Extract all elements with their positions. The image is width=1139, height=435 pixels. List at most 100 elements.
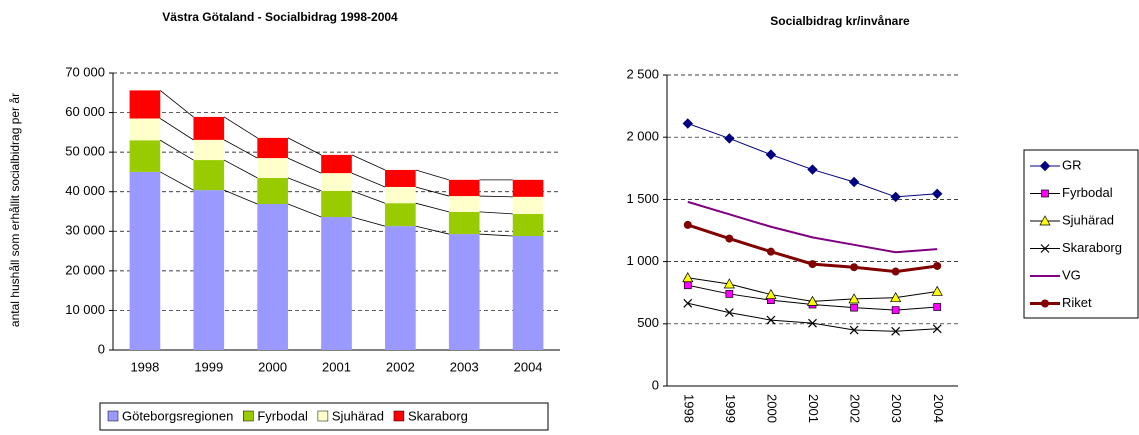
point [890,191,901,203]
y-tick-label: 40 000 [65,183,105,198]
point [723,278,735,289]
series-line [287,157,322,174]
x-tick-label: 2001 [806,394,821,423]
x-tick-label: 1999 [723,394,738,423]
point [724,308,734,318]
series-line [351,154,386,171]
bar-segment [321,154,352,174]
y-tick-label: 20 000 [65,262,105,277]
y-tick-label: 30 000 [65,223,105,238]
bar-segment [448,234,480,350]
series-line [479,233,513,237]
x-tick-label: 2003 [889,394,904,423]
point [725,290,734,298]
y-tick-label: 0 [652,377,659,392]
bar-segment [257,137,288,159]
point [891,267,900,276]
point [724,133,735,144]
legend-marker [1039,160,1051,172]
bar-segment [385,203,416,227]
chart-title: Västra Götaland - Socialbidrag 1998-2004 [162,10,398,24]
point [807,164,818,175]
legend-label: Sjuhärad [332,408,384,423]
series-line [687,123,938,198]
legend-label: Skaraborg [408,408,468,423]
bar-segment [448,211,480,235]
x-tick-label: 2000 [764,394,779,423]
legend-label: Fyrbodal [257,408,308,423]
bar-segment [129,171,161,350]
y-tick-label: 10 000 [65,302,105,317]
legend-swatch [107,410,119,422]
x-tick-label: 2004 [514,359,543,374]
series-line [160,118,194,141]
y-axis-label: antal hushåll som erhållit socialbidrag … [8,93,22,327]
series-line [351,190,386,204]
point [682,118,693,129]
point [848,293,860,304]
bar-segment [129,90,161,119]
point [933,303,942,311]
series-line [287,177,322,192]
point [850,303,858,312]
series-line [287,203,322,218]
bar-segment [129,140,161,172]
bar-segment [448,179,480,197]
bar-segment [257,203,288,350]
point [765,288,777,299]
legend-swatch [243,410,254,422]
legend-label: Riket [1062,295,1092,310]
x-tick-label: 1999 [194,359,223,374]
point [808,260,817,269]
x-tick-label: 2003 [450,359,479,374]
x-tick-label: 2002 [848,394,863,423]
bar-segment [448,196,480,212]
point [891,326,901,336]
series-line [479,211,513,215]
point [725,234,734,243]
bar-segment [385,169,416,187]
bar-segment [257,158,288,178]
point [850,263,859,272]
series-line [687,200,938,254]
x-tick-label: 1998 [681,394,696,423]
point [765,149,777,160]
point [848,176,860,188]
bar-segment [129,118,161,141]
bar-segment [385,226,416,350]
x-tick-label: 2004 [931,394,946,423]
y-tick-label: 1 000 [626,253,659,268]
legend-marker [1041,299,1049,308]
series-line [223,159,258,179]
y-tick-label: 70 000 [65,64,105,79]
bar-segment [385,186,416,204]
series-line [415,225,449,235]
point [683,298,693,308]
y-tick-label: 2 500 [626,66,659,81]
bar-segment [193,139,225,161]
y-tick-label: 500 [637,315,659,330]
bar-segment [321,190,352,218]
legend-label: Skaraborg [1062,240,1122,255]
y-tick-label: 0 [98,341,105,356]
series-line [160,139,194,161]
bar-segment [512,213,544,237]
point [808,318,817,328]
series-line [479,195,513,198]
legend-label: Fyrbodal [1062,185,1113,200]
point [890,291,902,303]
legend-marker [1041,189,1049,198]
bar-segment [193,190,225,350]
legend-swatch [393,410,405,422]
bar-segment [512,196,544,214]
point [766,315,776,325]
series-line [160,171,194,191]
series-line [351,216,386,227]
point [806,295,819,306]
point [933,261,942,270]
series-line [287,137,322,156]
bar-segment [257,177,288,204]
bar-segment [512,236,544,350]
point [683,281,692,290]
